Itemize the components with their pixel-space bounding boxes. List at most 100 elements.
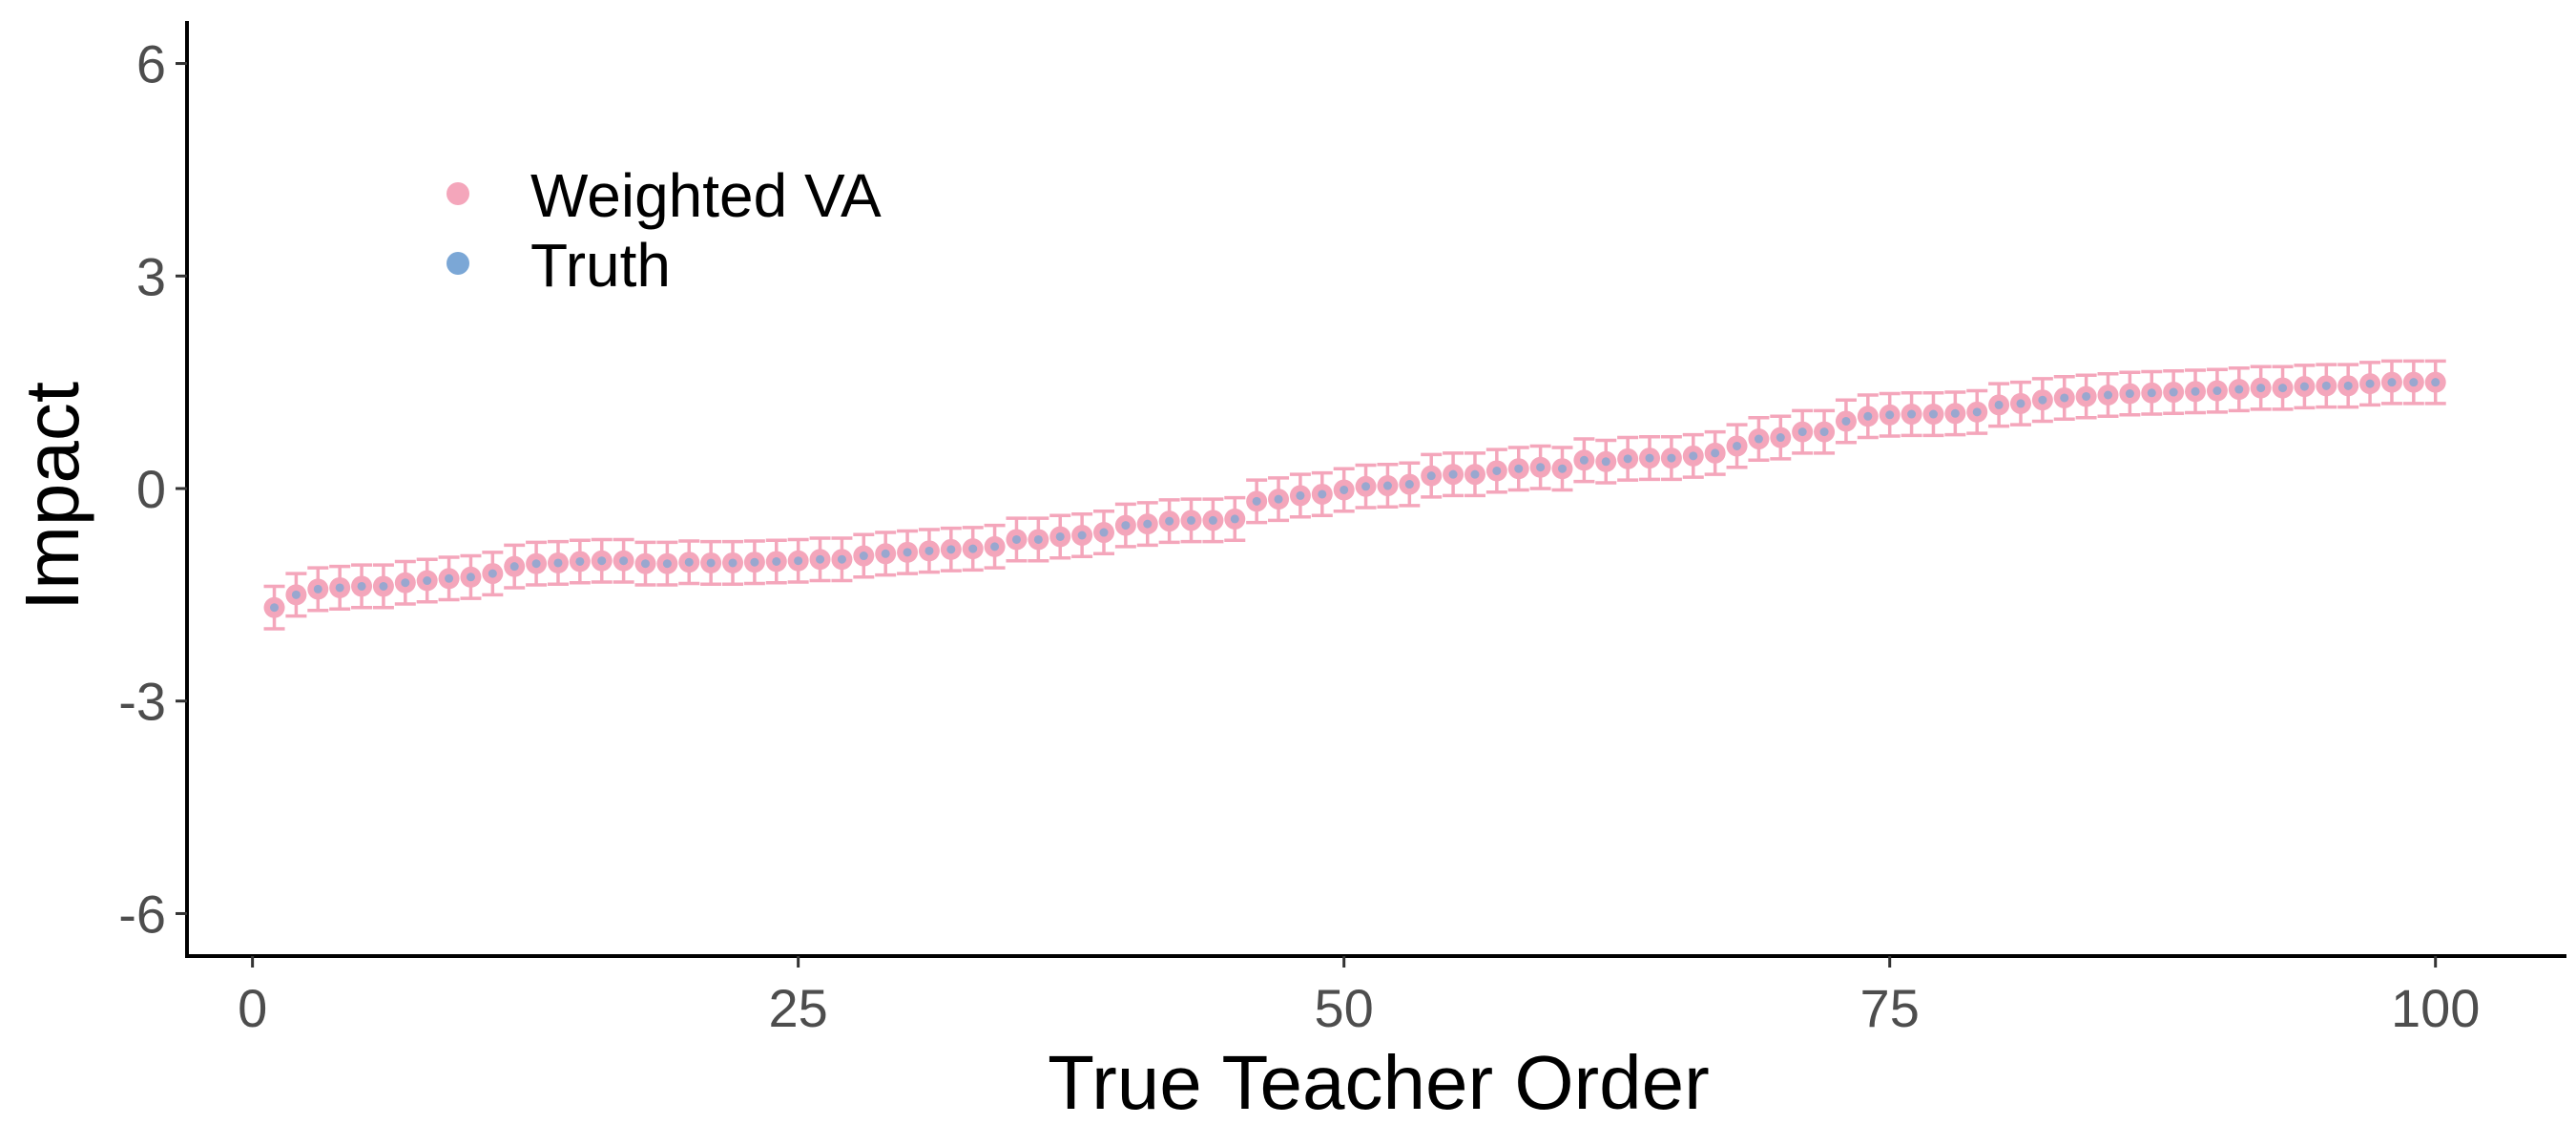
y-tick-label: -6: [118, 884, 166, 944]
point-truth: [1514, 464, 1524, 473]
point-truth: [1557, 464, 1567, 473]
point-truth: [1711, 448, 1720, 458]
x-tick-label: 25: [769, 978, 828, 1038]
point-truth: [531, 559, 541, 569]
point-truth: [509, 562, 519, 572]
point-truth: [640, 559, 650, 569]
y-tick-label: 0: [136, 459, 166, 519]
y-tick-label: -3: [118, 672, 166, 732]
point-truth: [837, 554, 846, 564]
point-truth: [816, 554, 825, 564]
point-truth: [684, 557, 694, 567]
point-truth: [1907, 409, 1917, 419]
point-truth: [1667, 453, 1676, 463]
error-bars: [263, 359, 2446, 631]
point-truth: [990, 542, 1000, 552]
point-truth: [1841, 416, 1851, 426]
point-truth: [488, 569, 497, 578]
point-truth: [2038, 395, 2047, 405]
legend-label-truth: Truth: [530, 231, 671, 300]
point-truth: [2365, 379, 2375, 388]
point-truth: [859, 552, 868, 561]
point-truth: [1470, 469, 1480, 479]
point-truth: [750, 557, 759, 567]
point-truth: [924, 546, 934, 555]
point-truth: [1077, 531, 1087, 540]
point-truth: [2060, 393, 2069, 403]
x-ticks: 0 25 50 75 100: [238, 956, 2480, 1038]
y-tick-label: 3: [136, 246, 166, 306]
legend-swatch-weighted-va: [447, 182, 469, 205]
point-truth: [2169, 387, 2178, 397]
point-truth: [2409, 378, 2419, 387]
point-truth: [423, 576, 432, 586]
point-truth: [401, 578, 410, 588]
point-truth: [706, 558, 716, 568]
point-truth: [466, 572, 475, 582]
point-truth: [335, 583, 344, 593]
point-truth: [1382, 481, 1392, 490]
point-truth: [1448, 469, 1458, 479]
point-truth: [1033, 534, 1043, 544]
point-truth: [575, 556, 585, 566]
legend-swatch-truth: [447, 252, 469, 275]
y-axis-title: Impact: [10, 382, 94, 611]
point-truth: [881, 549, 890, 558]
point-truth: [2125, 389, 2134, 399]
x-axis-title: True Teacher Order: [1048, 1040, 1710, 1125]
point-truth: [1601, 457, 1610, 467]
point-truth: [662, 559, 672, 569]
point-truth: [1121, 521, 1131, 531]
point-truth: [1885, 410, 1895, 420]
point-truth: [903, 548, 912, 557]
point-truth: [1492, 466, 1502, 475]
point-truth: [1928, 409, 1938, 419]
point-truth: [1645, 453, 1654, 463]
point-truth: [1340, 485, 1349, 494]
point-truth: [1536, 463, 1546, 472]
point-truth: [2104, 390, 2113, 400]
point-truth: [291, 590, 301, 599]
point-truth: [597, 556, 607, 566]
point-truth: [2387, 378, 2397, 387]
point-truth: [946, 545, 956, 554]
point-truth: [2191, 386, 2200, 396]
point-truth: [379, 581, 388, 591]
point-truth: [2256, 384, 2266, 393]
point-truth: [772, 556, 781, 566]
point-truth: [1404, 480, 1414, 489]
legend-label-weighted-va: Weighted VA: [530, 161, 882, 230]
point-truth: [2212, 386, 2222, 396]
point-truth: [1011, 534, 1021, 544]
point-truth: [1208, 515, 1217, 525]
x-tick-label: 50: [1315, 978, 1374, 1038]
point-truth: [1776, 433, 1785, 443]
point-truth: [1252, 496, 1261, 506]
point-truth: [270, 603, 280, 613]
point-truth: [1274, 494, 1283, 504]
point-truth: [1165, 516, 1174, 526]
point-truth: [445, 573, 454, 583]
point-truth: [2431, 378, 2441, 387]
point-truth: [1623, 454, 1632, 464]
point-truth: [1797, 427, 1807, 437]
point-truth: [728, 558, 737, 568]
point-truth: [1754, 434, 1763, 444]
point-truth: [1296, 490, 1305, 500]
y-tick-label: 6: [136, 34, 166, 94]
x-tick-label: 100: [2391, 978, 2480, 1038]
point-truth: [1318, 489, 1327, 499]
point-truth: [1055, 531, 1065, 541]
point-truth: [1994, 400, 2004, 409]
point-truth: [794, 556, 803, 566]
point-truth: [553, 558, 563, 568]
legend: Weighted VA Truth: [447, 161, 882, 300]
point-truth: [2343, 381, 2353, 390]
point-truth: [2278, 384, 2288, 393]
point-truth: [1950, 408, 1960, 418]
point-truth: [1733, 441, 1742, 450]
point-truth: [1579, 455, 1589, 465]
point-truth: [2299, 382, 2309, 391]
